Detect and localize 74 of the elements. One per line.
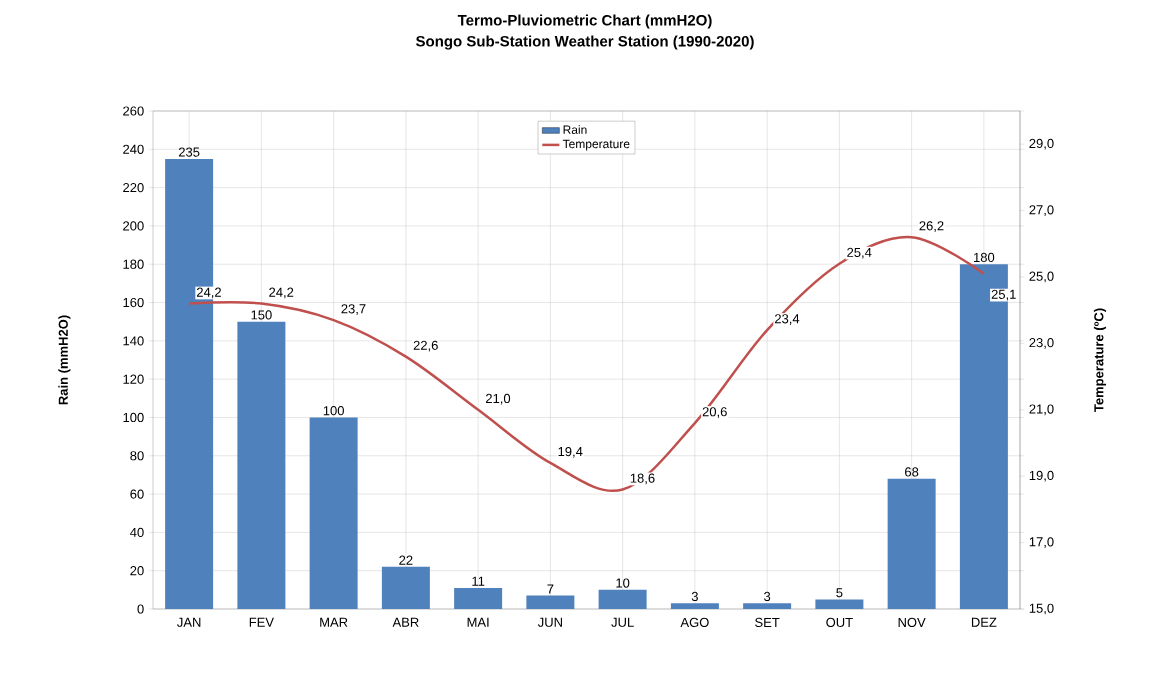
data-label: 150	[251, 310, 272, 320]
data-label: 3	[764, 591, 771, 602]
data-label: 3	[691, 591, 698, 602]
chart-title: Termo-Pluviometric Chart (mmH2O)	[457, 14, 712, 29]
bar	[815, 599, 864, 609]
bar	[381, 566, 430, 609]
y-tick-label: 180	[123, 259, 144, 269]
x-tick-label: JAN	[177, 617, 201, 627]
y-tick-label: 200	[123, 221, 144, 231]
bar	[526, 595, 575, 609]
y-tick-label: 260	[123, 106, 144, 116]
y-tick-label: 160	[123, 297, 144, 308]
y-tick-label: 120	[123, 374, 144, 384]
x-tick-label: AGO	[680, 617, 709, 627]
bar	[237, 321, 286, 609]
bar	[598, 589, 647, 609]
chart-subtitle: Songo Sub-Station Weather Station (1990-2020)	[415, 35, 754, 50]
data-label: 20,6	[702, 407, 727, 418]
data-label: 11	[472, 576, 485, 586]
data-label: 22	[399, 555, 413, 565]
y2-tick-label: 29,0	[1029, 138, 1054, 150]
x-tick-label: ABR	[392, 617, 419, 627]
y-tick-label: 100	[123, 412, 144, 423]
data-label: 25,1	[991, 289, 1016, 301]
legend-label: Rain	[563, 125, 587, 134]
data-label: 23,4	[774, 314, 800, 325]
data-label: 19,4	[558, 446, 583, 458]
data-label: 100	[323, 406, 344, 416]
x-tick-label: MAI	[467, 617, 489, 627]
y-axis-title: Rain (mmH2O)	[58, 315, 71, 405]
y2-axis-title: Temperature (ºC)	[1093, 308, 1107, 412]
y2-tick-label: 23,0	[1029, 338, 1054, 349]
y-tick-label: 0	[137, 604, 144, 614]
data-label: 22,6	[413, 340, 438, 352]
data-label: 180	[974, 252, 995, 263]
x-tick-label: JUL	[611, 617, 634, 627]
bar	[887, 478, 936, 609]
data-label: 18,6	[630, 473, 655, 485]
y-tick-label: 60	[130, 489, 144, 499]
data-label: 5	[836, 588, 843, 598]
x-tick-label: DEZ	[971, 617, 997, 627]
bar	[309, 417, 358, 609]
x-tick-label: OUT	[826, 617, 853, 627]
y2-tick-label: 17,0	[1029, 537, 1054, 548]
x-tick-label: JUN	[537, 617, 562, 627]
data-label: 23,7	[341, 304, 366, 315]
x-tick-label: SET	[755, 617, 780, 627]
y2-tick-label: 19,0	[1029, 470, 1054, 482]
bar	[670, 603, 719, 609]
y-tick-label: 240	[123, 144, 144, 154]
data-label: 26,2	[919, 221, 944, 232]
y-tick-label: 40	[130, 527, 144, 537]
x-tick-label: MAR	[320, 617, 348, 627]
legend-label: Temperature	[562, 139, 630, 151]
data-label: 68	[905, 467, 919, 477]
x-tick-label: FEV	[249, 617, 274, 627]
data-label: 10	[616, 578, 630, 588]
bar	[743, 603, 792, 609]
y-tick-label: 80	[130, 451, 144, 461]
x-tick-label: NOV	[898, 617, 926, 627]
y-tick-label: 140	[123, 336, 144, 346]
bar	[454, 587, 503, 609]
y2-tick-label: 27,0	[1029, 205, 1054, 216]
y-tick-label: 220	[123, 183, 144, 193]
y2-tick-label: 25,0	[1029, 271, 1054, 283]
data-label: 7	[547, 584, 554, 594]
data-label: 24,2	[196, 287, 221, 299]
data-label: 24,2	[269, 287, 294, 299]
data-label: 21,0	[485, 393, 511, 405]
y2-tick-label: 21,0	[1029, 404, 1054, 416]
data-label: 25,4	[847, 247, 872, 259]
y-tick-label: 20	[130, 566, 144, 576]
y2-tick-label: 15,0	[1029, 603, 1054, 615]
data-label: 235	[178, 147, 200, 157]
